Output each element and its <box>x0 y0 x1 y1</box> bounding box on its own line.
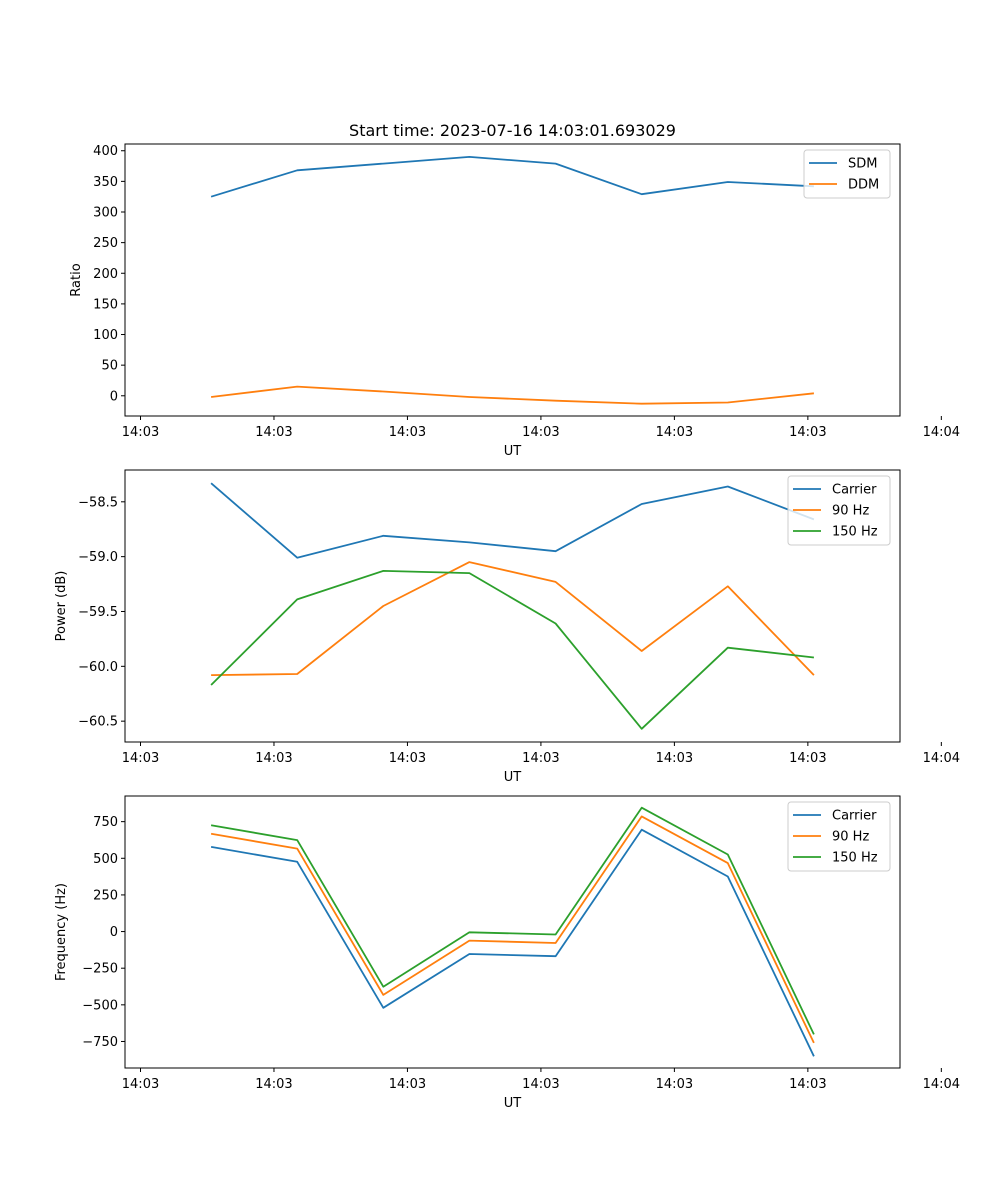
y-tick-label: 300 <box>93 206 118 221</box>
y-tick-label: −60.0 <box>78 660 118 675</box>
x-tick-label: 14:03 <box>122 425 159 440</box>
y-tick-label: 250 <box>93 236 118 251</box>
x-tick-label: 14:03 <box>656 751 693 766</box>
legend-box <box>787 801 891 872</box>
y-tick-label: −750 <box>82 1035 118 1050</box>
x-tick-label: 14:03 <box>389 425 426 440</box>
y-axis-label: Power (dB) <box>54 571 69 642</box>
legend-label: Carrier <box>832 809 877 824</box>
subplots: 14:03 14:03 14:03 14:03 14:03 14:03 14:04 0 50 10… <box>54 143 960 1111</box>
x-tick-label: 14:03 <box>255 1077 292 1092</box>
series-line-carrier <box>210 482 815 559</box>
series-line-150-hz <box>210 806 815 1035</box>
x-tick-label: 14:03 <box>789 1077 826 1092</box>
x-tick-label: 14:03 <box>389 1077 426 1092</box>
x-tick-label: 14:03 <box>522 1077 559 1092</box>
x-tick-label: 14:03 <box>656 1077 693 1092</box>
y-tick-label: −250 <box>82 962 118 977</box>
legend: Carrier 90 Hz 150 Hz <box>787 801 891 872</box>
series-line-carrier <box>210 828 815 1057</box>
y-tick-label: 0 <box>110 925 118 940</box>
legend-label: DDM <box>848 178 879 193</box>
axes-frame <box>124 795 901 1069</box>
y-tick-label: 400 <box>93 144 118 159</box>
legend-label: Carrier <box>832 483 877 498</box>
legend-box <box>787 475 891 546</box>
x-axis-label: UT <box>504 1096 522 1111</box>
x-axis-label: UT <box>504 444 522 459</box>
y-tick-label: 350 <box>93 175 118 190</box>
x-tick-label: 14:04 <box>923 751 960 766</box>
x-axis-label: UT <box>504 770 522 785</box>
legend-label: 150 Hz <box>832 525 878 540</box>
y-tick-label: 150 <box>93 297 118 312</box>
legend: Carrier 90 Hz 150 Hz <box>787 475 891 546</box>
x-tick-label: 14:03 <box>522 425 559 440</box>
series-line-150-hz <box>210 570 815 730</box>
x-tick-label: 14:03 <box>522 751 559 766</box>
figure-title: Start time: 2023-07-16 14:03:01.693029 <box>349 121 676 140</box>
axes-frame <box>124 143 901 417</box>
x-tick-label: 14:04 <box>923 425 960 440</box>
y-tick-label: 250 <box>93 888 118 903</box>
x-tick-label: 14:03 <box>656 425 693 440</box>
y-tick-label: 0 <box>110 389 118 404</box>
series-line-90-hz <box>211 561 815 676</box>
y-tick-label: 100 <box>93 328 118 343</box>
legend-label: 150 Hz <box>832 851 878 866</box>
y-axis-label: Frequency (Hz) <box>54 883 69 981</box>
chart-panel-2: 14:03 14:03 14:03 14:03 14:03 14:03 14:04 −58.5… <box>54 469 960 785</box>
chart-panel-1: 14:03 14:03 14:03 14:03 14:03 14:03 14:04 0 50 10… <box>69 143 960 459</box>
x-tick-label: 14:03 <box>255 425 292 440</box>
legend-label: 90 Hz <box>832 504 869 519</box>
x-tick-label: 14:03 <box>122 751 159 766</box>
y-tick-label: 500 <box>93 852 118 867</box>
y-tick-label: 50 <box>101 359 118 374</box>
x-tick-label: 14:03 <box>789 425 826 440</box>
legend-box <box>803 149 891 199</box>
y-tick-label: −60.5 <box>78 715 118 730</box>
y-tick-label: −500 <box>82 998 118 1013</box>
y-axis-label: Ratio <box>69 263 84 296</box>
axes-frame <box>124 469 901 743</box>
legend-label: SDM <box>848 157 877 172</box>
series-line-sdm <box>210 155 814 198</box>
y-tick-label: −59.5 <box>78 605 118 620</box>
x-tick-label: 14:03 <box>789 751 826 766</box>
legend: SDM DDM <box>803 149 891 199</box>
y-tick-label: 200 <box>93 267 118 282</box>
x-tick-label: 14:03 <box>389 751 426 766</box>
series-line-90-hz <box>210 815 815 1044</box>
x-tick-label: 14:03 <box>255 751 292 766</box>
chart-panel-3: 14:03 14:03 14:03 14:03 14:03 14:03 14:04 750 50… <box>54 795 960 1111</box>
x-tick-label: 14:04 <box>923 1077 960 1092</box>
y-tick-label: −58.5 <box>78 495 118 510</box>
legend-label: 90 Hz <box>832 830 869 845</box>
series-line-ddm <box>210 385 814 405</box>
y-tick-label: 750 <box>93 815 118 830</box>
x-tick-label: 14:03 <box>122 1077 159 1092</box>
y-tick-label: −59.0 <box>78 550 118 565</box>
